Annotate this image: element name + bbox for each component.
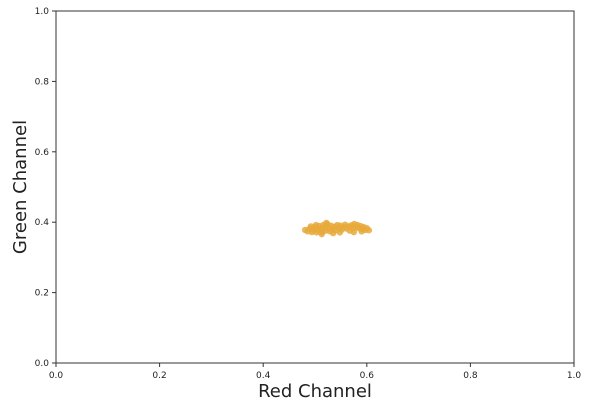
x-tick-label: 0.2 xyxy=(152,371,166,381)
y-tick-label: 0.6 xyxy=(35,148,50,158)
y-tick-label: 0.0 xyxy=(35,359,50,369)
x-tick-label: 0.6 xyxy=(360,371,375,381)
y-tick-label: 0.2 xyxy=(35,289,49,299)
y-axis-ticks: 0.0 0.2 0.4 0.6 0.8 1.0 xyxy=(35,7,56,369)
scatter-point xyxy=(358,228,365,235)
scatter-point xyxy=(350,228,358,236)
y-tick-label: 1.0 xyxy=(35,7,50,17)
x-axis-ticks: 0.0 0.2 0.4 0.6 0.8 1.0 xyxy=(49,363,582,381)
scatter-point xyxy=(312,221,320,229)
y-tick-label: 0.8 xyxy=(35,77,50,87)
scatter-point xyxy=(336,229,344,236)
plot-area xyxy=(55,10,575,364)
y-tick-label: 0.4 xyxy=(35,218,50,228)
x-tick-label: 0.0 xyxy=(49,371,64,381)
x-tick-label: 0.8 xyxy=(463,371,478,381)
scatter-point xyxy=(323,219,330,227)
y-axis-title: Green Channel xyxy=(10,120,31,254)
x-tick-label: 0.4 xyxy=(256,371,271,381)
scatter-point xyxy=(365,227,373,234)
x-tick-label: 1.0 xyxy=(567,371,582,381)
scatter-point xyxy=(329,229,337,237)
plot-frame xyxy=(55,10,575,364)
scatter-point xyxy=(307,223,315,230)
scatter-point xyxy=(318,230,325,238)
x-axis-title: Red Channel xyxy=(258,381,372,402)
points-layer xyxy=(301,219,373,238)
